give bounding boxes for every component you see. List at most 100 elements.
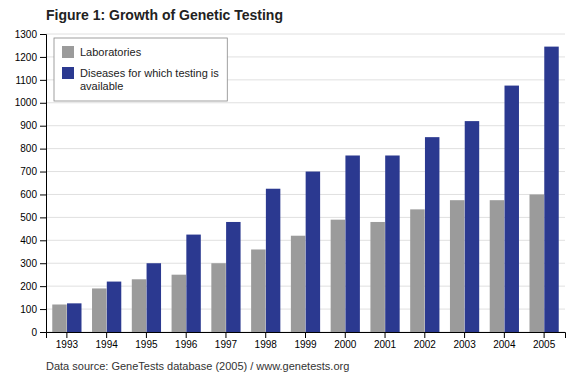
- bar: [52, 304, 66, 332]
- x-tick-mark: [106, 332, 107, 338]
- bar: [345, 155, 359, 332]
- x-tick-mark: [146, 332, 147, 338]
- y-tick-label: 700: [20, 166, 37, 177]
- y-tick-label: 500: [20, 212, 37, 223]
- grid-line: [46, 263, 565, 264]
- x-tick-mark: [424, 332, 425, 338]
- bar: [107, 282, 121, 332]
- x-tick-label: 2005: [533, 339, 556, 350]
- x-tick-label: 2002: [414, 339, 437, 350]
- y-tick-mark: [40, 286, 46, 287]
- y-tick-label: 300: [20, 258, 37, 269]
- y-tick-mark: [40, 149, 46, 150]
- y-axis-line: [40, 35, 47, 333]
- x-tick-label: 1999: [294, 339, 317, 350]
- grid-line: [46, 34, 565, 35]
- legend-label: Diseases for which testing isavailable: [80, 67, 219, 92]
- legend-item: Laboratories: [62, 46, 142, 58]
- x-tick-label: 1995: [135, 339, 158, 350]
- bar: [465, 121, 479, 332]
- bar: [385, 155, 399, 332]
- bar: [211, 263, 225, 332]
- y-tick-mark: [40, 34, 46, 35]
- grid-line: [46, 309, 565, 310]
- grid-line: [46, 171, 565, 172]
- grid-line: [46, 102, 565, 103]
- x-axis: 1993199419951996199719981999200020012002…: [47, 332, 566, 350]
- x-tick: 2004: [493, 332, 516, 350]
- y-tick: 1300: [15, 29, 46, 40]
- grid-line: [46, 194, 565, 195]
- y-tick-mark: [40, 172, 46, 173]
- bar: [410, 209, 424, 332]
- x-tick-mark: [265, 332, 266, 338]
- bar: [226, 222, 240, 332]
- bar: [331, 220, 345, 332]
- y-tick: 500: [20, 212, 46, 223]
- y-tick: 900: [20, 120, 46, 131]
- x-tick-label: 2003: [453, 339, 476, 350]
- x-tick-label: 2004: [493, 339, 516, 350]
- y-tick: 0: [31, 327, 46, 338]
- legend-swatch: [62, 67, 74, 79]
- y-tick-label: 400: [20, 235, 37, 246]
- x-tick: 2000: [334, 332, 357, 350]
- y-tick-mark: [40, 194, 46, 195]
- y-tick-mark: [40, 103, 46, 104]
- bar: [450, 200, 464, 332]
- y-axis: 0100200300400500600700800900100011001200…: [15, 29, 47, 338]
- x-tick: 1994: [96, 332, 119, 350]
- x-tick: 2005: [533, 332, 556, 350]
- y-tick-label: 200: [20, 281, 37, 292]
- grid-line: [46, 240, 565, 241]
- y-tick-label: 600: [20, 189, 37, 200]
- y-tick: 700: [20, 166, 46, 177]
- x-tick: 2001: [374, 332, 397, 350]
- bar: [147, 263, 161, 332]
- plot: 0100200300400500600700800900100011001200…: [15, 29, 566, 350]
- y-tick: 800: [20, 143, 46, 154]
- title: Figure 1: Growth of Genetic Testing: [46, 7, 283, 23]
- bar: [490, 200, 504, 332]
- bar: [92, 288, 106, 332]
- x-tick-mark: [385, 332, 386, 338]
- y-tick-label: 0: [31, 327, 37, 338]
- grid: [46, 34, 565, 332]
- x-tick-mark: [225, 332, 226, 338]
- grid-line: [46, 286, 565, 287]
- grid-line: [46, 148, 565, 149]
- x-tick-label: 1996: [175, 339, 198, 350]
- y-tick-label: 1000: [15, 97, 38, 108]
- bar: [132, 279, 146, 332]
- bar: [291, 236, 305, 332]
- bar: [425, 137, 439, 332]
- x-tick-mark: [504, 332, 505, 338]
- x-tick-mark: [66, 332, 67, 338]
- y-tick-mark: [40, 126, 46, 127]
- bar: [504, 86, 518, 332]
- bar: [186, 235, 200, 332]
- y-tick-label: 1200: [15, 52, 38, 63]
- x-tick: 1999: [294, 332, 317, 350]
- legend-box: [54, 38, 227, 101]
- x-tick-label: 2000: [334, 339, 357, 350]
- x-tick: 1998: [255, 332, 278, 350]
- x-tick-mark: [345, 332, 346, 338]
- x-tick: 2002: [414, 332, 437, 350]
- y-tick-mark: [40, 332, 46, 333]
- x-tick-mark: [305, 332, 306, 338]
- y-tick-label: 100: [20, 304, 37, 315]
- legend-swatch: [62, 46, 74, 58]
- x-axis-line: [47, 333, 566, 339]
- legend-label: Laboratories: [80, 46, 142, 58]
- x-tick-mark: [464, 332, 465, 338]
- y-tick-label: 800: [20, 143, 37, 154]
- bar: [266, 189, 280, 332]
- x-tick-label: 1994: [96, 339, 119, 350]
- legend: Laboratories Diseases for which testing i…: [54, 38, 227, 101]
- bar: [67, 303, 81, 332]
- grid-line: [46, 125, 565, 126]
- y-tick-label: 1300: [15, 29, 38, 40]
- x-tick-mark: [186, 332, 187, 338]
- chart: Figure 1: Growth of Genetic TestingData …: [0, 0, 581, 378]
